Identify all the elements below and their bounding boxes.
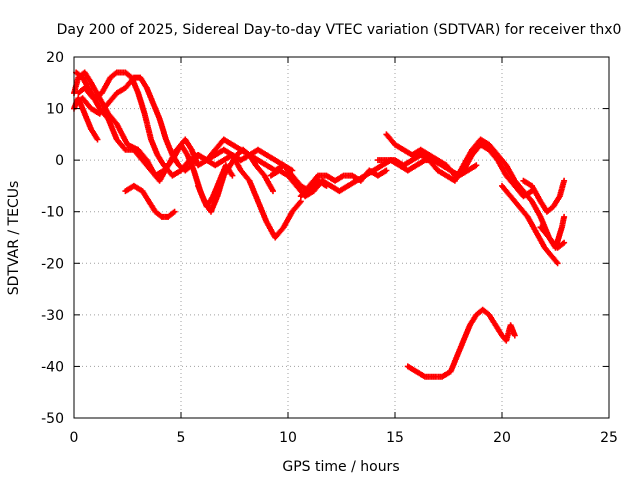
series-track-12 [499, 182, 561, 267]
series-track-13 [520, 177, 568, 215]
y-tick-label: 0 [55, 153, 64, 169]
series-markers [374, 136, 568, 251]
y-tick-label: -30 [41, 308, 64, 324]
series-track-15 [404, 306, 518, 380]
series-markers [537, 213, 568, 251]
x-axis-title: GPS time / hours [282, 459, 399, 475]
x-tick-label: 0 [70, 430, 79, 446]
y-tick-label: 10 [46, 102, 64, 118]
plot-frame [73, 56, 610, 419]
y-tick-label: 20 [46, 50, 64, 66]
x-tick-label: 15 [386, 430, 404, 446]
chart-title: Day 200 of 2025, Sidereal Day-to-day VTE… [57, 22, 622, 38]
series-track-7 [195, 146, 276, 215]
series-layer [71, 69, 568, 380]
series-markers [122, 182, 178, 220]
series-markers [520, 177, 568, 215]
y-tick-label: -40 [41, 359, 64, 375]
series-markers [499, 182, 561, 267]
x-tick-label: 10 [279, 430, 297, 446]
series-markers [195, 146, 276, 215]
series-track-6 [122, 182, 178, 220]
y-tick-label: -20 [41, 256, 64, 272]
y-tick-label: -10 [41, 205, 64, 221]
x-tick-label: 25 [600, 430, 618, 446]
series-track-14 [537, 213, 568, 251]
series-markers [297, 167, 390, 200]
x-tick-label: 20 [493, 430, 511, 446]
y-axis-title: SDTVAR / TECUs [6, 181, 22, 296]
series-track-9 [297, 167, 390, 200]
series-markers [404, 306, 518, 380]
x-tick-label: 5 [177, 430, 186, 446]
grid [74, 57, 609, 418]
ticks: 0 5 10 15 20 25 -50 -40 -30 -20 -10 0 10 20 [41, 50, 618, 446]
y-tick-label: -50 [41, 411, 64, 427]
series-track-11 [374, 136, 568, 251]
